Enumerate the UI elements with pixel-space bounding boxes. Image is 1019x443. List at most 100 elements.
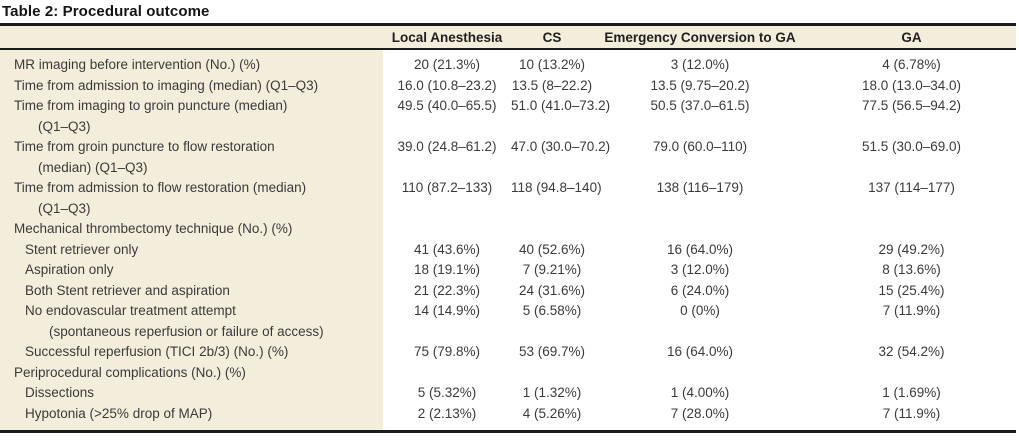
row-label-line2: (median) (Q1–Q3) [38, 159, 148, 175]
table-cell: 20 (21.3%) [413, 57, 481, 72]
table-cell: 21 (22.3%) [413, 282, 481, 298]
table-cell: 15 (25.4%) [878, 282, 945, 298]
table-row: No endovascular treatment attempt (sponta… [0, 301, 1016, 342]
table-cell: 13.5 (9.75–20.2) [650, 77, 750, 93]
table-row: Hypotonia (>25% drop of MAP) 2 (2.13%) 4 (… [0, 404, 1016, 425]
table-cell: 5 (5.32%) [417, 385, 477, 400]
table-cell: 118 (94.8–140) [511, 180, 602, 195]
table-cell: 137 (114–177) [868, 180, 955, 195]
table-cell: 32 (54.2%) [878, 344, 945, 359]
table-cell: 8 (13.6%) [882, 262, 941, 277]
table-row: Time from groin puncture to flow restora… [0, 137, 1016, 178]
row-label: Dissections [0, 383, 383, 404]
table-cell [807, 219, 1016, 240]
row-label-line2: (Q1–Q3) [38, 118, 91, 134]
table-cell: 79.0 (60.0–110) [652, 139, 748, 154]
column-header: CS [542, 29, 562, 45]
row-label: Time from admission to flow restoration … [0, 178, 383, 219]
row-label-line1: Stent retriever only [25, 241, 139, 257]
table-row: Time from admission to flow restoration … [0, 178, 1016, 219]
table-row: Time from imaging to groin puncture (med… [0, 96, 1016, 137]
table-cell: 2 (2.13%) [417, 405, 477, 421]
table-cell: 39.0 (24.8–61.2) [397, 139, 497, 154]
table-cell: 51.5 (30.0–69.0) [861, 139, 962, 154]
row-label-line2: (Q1–Q3) [38, 200, 91, 216]
table-cell: 50.5 (37.0–61.5) [650, 98, 750, 113]
table-cell [511, 363, 593, 384]
column-header: Emergency Conversion to GA [604, 29, 796, 45]
row-label-line1: Periprocedural complications (No.) (%) [14, 364, 246, 380]
row-label-line2: (spontaneous reperfusion or failure of a… [49, 323, 324, 339]
table-cell: 75 (79.8%) [413, 344, 481, 359]
table-cell: 7 (11.9%) [882, 303, 941, 318]
table-cell: 1 (1.32%) [522, 385, 582, 400]
table-cell: 24 (31.6%) [518, 282, 586, 298]
row-label: Hypotonia (>25% drop of MAP) [0, 404, 383, 425]
table-cell: 5 (6.58%) [522, 303, 582, 318]
table-cell: 1 (1.69%) [882, 385, 941, 400]
table-cell: 10 (13.2%) [518, 57, 586, 72]
row-label-line1: No endovascular treatment attempt [25, 303, 236, 318]
table-cell: 51.0 (41.0–73.2) [511, 98, 611, 113]
row-label: Both Stent retriever and aspiration [0, 281, 383, 302]
row-label-line1: Time from groin puncture to flow restora… [14, 139, 275, 154]
table-cell: 40 (52.6%) [518, 241, 586, 257]
table-row: Stent retriever only 41 (43.6%) 40 (52.6%)… [0, 240, 1016, 261]
row-label: Time from imaging to groin puncture (med… [0, 96, 383, 137]
table-cell: 4 (5.26%) [522, 405, 582, 421]
row-label-line1: Time from imaging to groin puncture (med… [14, 98, 288, 113]
table-cell: 16.0 (10.8–23.2) [397, 77, 497, 93]
table-cell: 7 (28.0%) [670, 405, 730, 421]
table-cell: 53 (69.7%) [518, 344, 586, 359]
table-cell: 16 (64.0%) [666, 344, 734, 359]
table-cell: 3 (12.0%) [670, 262, 730, 277]
table-cell: 3 (12.0%) [670, 57, 730, 72]
table-cell: 16 (64.0%) [666, 241, 734, 257]
table-cell: 18.0 (13.0–34.0) [861, 77, 962, 93]
table-cell [593, 219, 807, 240]
procedural-outcome-table: Local Anesthesia CS Emergency Conversion t… [0, 23, 1016, 433]
row-label: Mechanical thrombectomy technique (No.) … [0, 219, 383, 240]
column-header: Local Anesthesia [391, 29, 503, 45]
row-label-line1: Hypotonia (>25% drop of MAP) [25, 405, 213, 421]
table-header-row: Local Anesthesia CS Emergency Conversion t… [0, 26, 1016, 50]
table-row: Time from admission to imaging (median) … [0, 76, 1016, 97]
table-body: MR imaging before intervention (No.) (%)… [0, 50, 1016, 433]
table-cell: 29 (49.2%) [878, 241, 945, 257]
row-label: Time from admission to imaging (median) … [0, 76, 383, 97]
table-row: Mechanical thrombectomy technique (No.) … [0, 219, 1016, 240]
table-cell [511, 219, 593, 240]
row-label-line1: MR imaging before intervention (No.) (%) [14, 57, 261, 72]
table-cell: 1 (4.00%) [670, 385, 730, 400]
column-header: GA [901, 29, 922, 45]
row-label: Successful reperfusion (TICI 2b/3) (No.)… [0, 342, 383, 363]
row-label-line1: Aspiration only [25, 262, 114, 277]
table-cell [593, 363, 807, 384]
table-cell [383, 219, 511, 240]
row-label: Aspiration only [0, 260, 383, 281]
row-label: Time from groin puncture to flow restora… [0, 137, 383, 178]
table-cell: 0 (0%) [680, 303, 720, 318]
table-row: Successful reperfusion (TICI 2b/3) (No.)… [0, 342, 1016, 363]
table-row: MR imaging before intervention (No.) (%)… [0, 55, 1016, 76]
row-label-line1: Time from admission to flow restoration … [14, 180, 307, 195]
row-label-line1: Mechanical thrombectomy technique (No.) … [14, 221, 293, 236]
table-cell: 18 (19.1%) [413, 262, 481, 277]
table-row: Both Stent retriever and aspiration 21 (2… [0, 281, 1016, 302]
row-label: Periprocedural complications (No.) (%) [0, 363, 383, 384]
row-label-line1: Successful reperfusion (TICI 2b/3) (No.)… [25, 344, 289, 359]
row-label-line1: Both Stent retriever and aspiration [25, 282, 230, 298]
table-title: Table 2: Procedural outcome [2, 3, 210, 20]
row-label-line1: Time from admission to imaging (median) … [14, 77, 319, 93]
table-cell: 138 (116–179) [656, 180, 744, 195]
table-cell: 49.5 (40.0–65.5) [397, 98, 497, 113]
table-cell [807, 363, 1016, 384]
row-label: No endovascular treatment attempt (sponta… [0, 301, 383, 342]
table-cell: 41 (43.6%) [413, 241, 481, 257]
table-row: Aspiration only 18 (19.1%) 7 (9.21%) 3 (12.… [0, 260, 1016, 281]
table-cell [383, 363, 511, 384]
table-cell: 110 (87.2–133) [401, 180, 493, 195]
table-cell: 7 (11.9%) [882, 405, 941, 421]
row-label: Stent retriever only [0, 240, 383, 261]
